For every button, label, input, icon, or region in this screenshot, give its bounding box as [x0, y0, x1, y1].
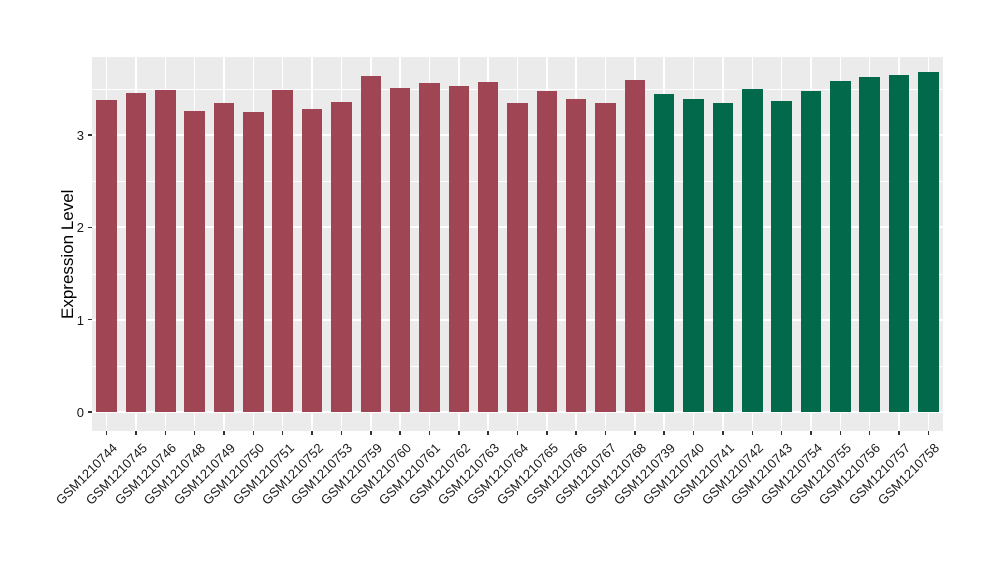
bar-GSM1210742 [741, 88, 763, 412]
x-axis-tick-mark [135, 431, 137, 435]
x-axis-tick-mark [281, 431, 284, 435]
y-axis-tick-mark [88, 411, 92, 413]
x-axis-tick-mark [370, 431, 372, 435]
bar-GSM1210746 [155, 89, 176, 412]
x-axis-tick-mark [810, 431, 812, 435]
bar-GSM1210762 [448, 86, 470, 412]
bar-GSM1210739 [653, 93, 675, 412]
bar-GSM1210748 [184, 111, 205, 412]
bar-GSM1210740 [683, 99, 704, 412]
bar-GSM1210744 [96, 100, 117, 412]
bar-GSM1210745 [125, 92, 147, 412]
x-axis-tick-mark [458, 431, 460, 435]
x-axis-tick-mark [604, 431, 607, 435]
x-axis-tick-mark [193, 431, 196, 435]
bar-GSM1210751 [272, 89, 293, 412]
bar-GSM1210743 [771, 100, 792, 412]
bar-GSM1210754 [800, 90, 822, 412]
x-axis-tick-mark [575, 431, 577, 435]
x-axis-tick-mark [780, 431, 783, 435]
x-axis-tick-mark [663, 431, 665, 435]
x-axis-tick-mark [516, 431, 519, 435]
x-axis-tick-mark [839, 431, 842, 435]
bar-GSM1210756 [859, 76, 880, 412]
y-axis-tick-mark [88, 226, 92, 229]
bar-GSM1210759 [360, 76, 382, 412]
bar-GSM1210767 [595, 102, 616, 412]
x-axis-tick-mark [223, 431, 225, 435]
bar-GSM1210757 [888, 75, 910, 412]
y-axis-tick-label: 2 [76, 220, 84, 236]
x-axis-tick-mark [311, 431, 313, 435]
x-axis-tick-mark [868, 431, 871, 435]
x-axis-tick-mark [340, 431, 343, 435]
x-axis-tick-mark [898, 431, 900, 435]
y-axis-tick-mark [88, 318, 92, 321]
bar-GSM1210752 [301, 109, 323, 412]
x-axis-tick-mark [927, 431, 930, 435]
x-axis-tick-mark [399, 431, 401, 435]
bar-GSM1210758 [918, 72, 939, 412]
x-axis-tick-mark [634, 431, 636, 435]
bar-GSM1210765 [536, 90, 558, 412]
x-axis-tick-mark [751, 431, 753, 435]
bar-GSM1210755 [830, 80, 851, 412]
bar-GSM1210760 [389, 88, 411, 412]
x-axis-tick-mark [105, 431, 108, 435]
bar-GSM1210761 [419, 83, 440, 412]
x-axis-tick-mark [692, 431, 695, 435]
x-axis-tick-mark [428, 431, 431, 435]
x-axis-tick-mark [722, 431, 724, 435]
x-axis-tick-mark [252, 431, 255, 435]
y-axis-tick-label: 3 [76, 128, 84, 144]
bar-GSM1210766 [565, 99, 587, 412]
bar-GSM1210763 [477, 81, 499, 412]
bar-GSM1210750 [243, 112, 264, 412]
bar-GSM1210741 [712, 102, 734, 412]
y-axis-tick-label: 0 [76, 405, 84, 420]
y-axis-tick-label: 1 [76, 312, 84, 328]
bar-GSM1210749 [213, 102, 235, 412]
bar-GSM1210768 [624, 79, 646, 412]
y-axis-title: Expression Level [58, 189, 77, 319]
x-axis-tick-mark [164, 431, 167, 435]
y-axis-tick-mark [88, 134, 92, 136]
bar-GSM1210753 [331, 101, 352, 412]
bar-GSM1210764 [507, 102, 528, 412]
x-axis-tick-mark [546, 431, 548, 435]
x-axis-tick-mark [487, 431, 489, 435]
